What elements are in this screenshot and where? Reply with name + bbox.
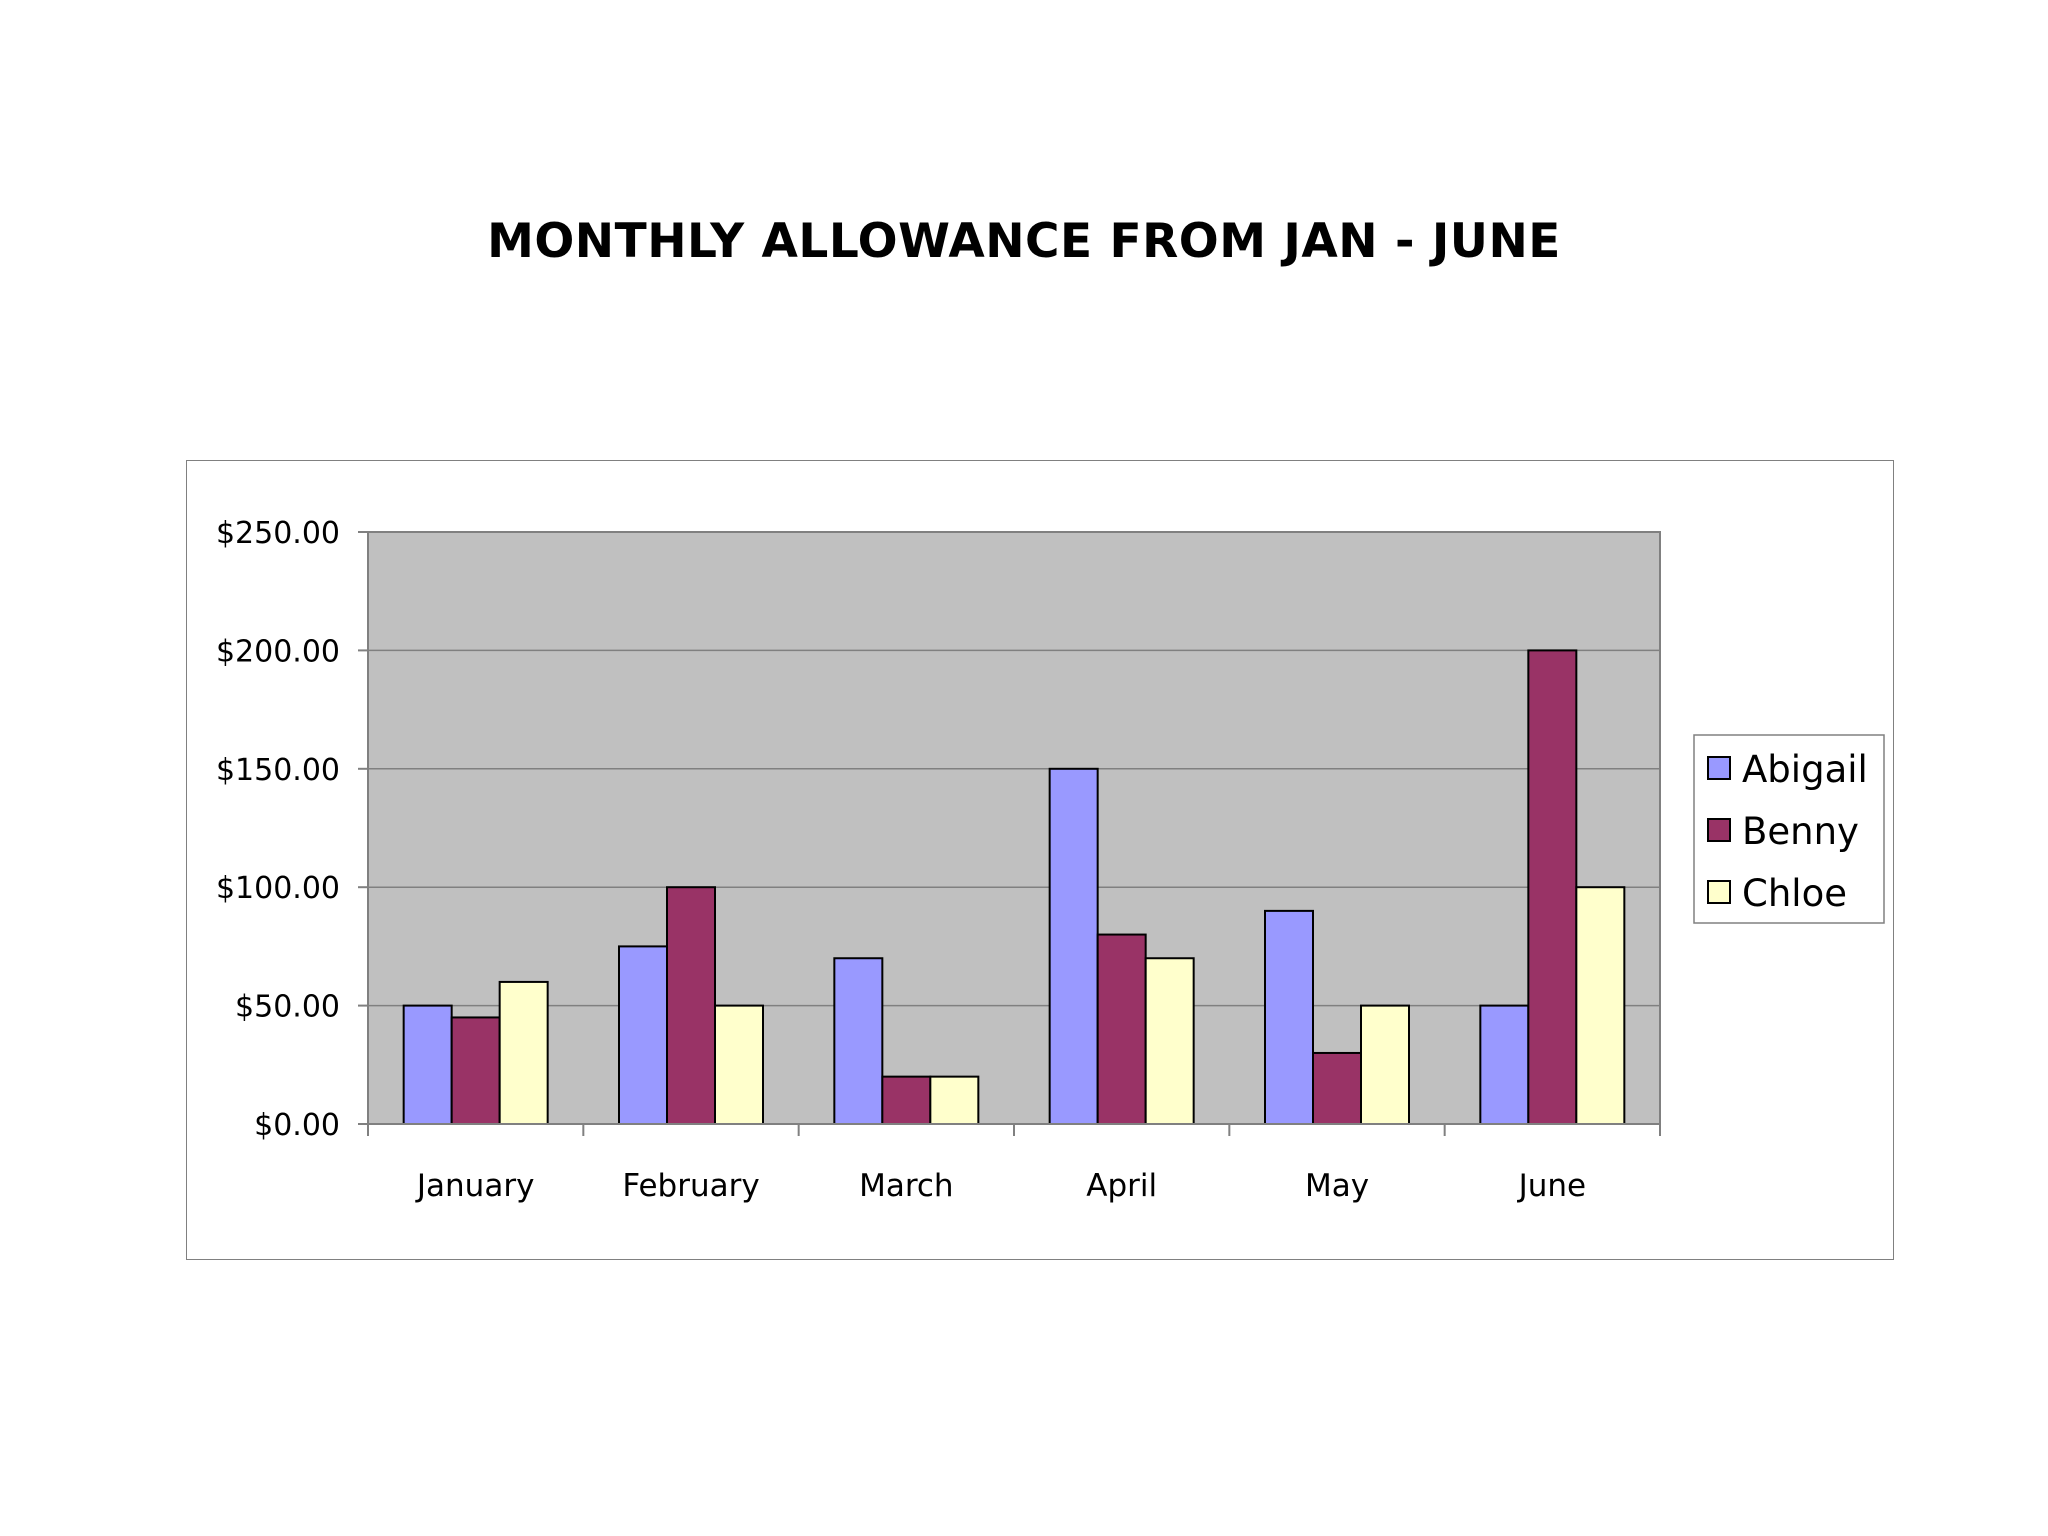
x-category-label: June <box>1517 1168 1587 1204</box>
x-axis-category-labels: January February March April May June <box>415 1168 1586 1204</box>
bar-chloe-april <box>1144 957 1195 1125</box>
x-category-label: February <box>622 1168 759 1204</box>
bar-abigail-april <box>1048 767 1099 1125</box>
legend-label-abigail: Abigail <box>1742 748 1868 791</box>
bar-benny-june <box>1527 649 1578 1126</box>
legend-swatch-abigail <box>1707 756 1731 780</box>
legend: Abigail Benny Chloe <box>1693 734 1885 924</box>
y-axis-tick-labels: $0.00 $50.00 $100.00 $150.00 $200.00 $250.00 <box>216 516 340 1143</box>
legend-label-chloe: Chloe <box>1742 872 1847 915</box>
x-category-label: January <box>415 1168 535 1204</box>
bars <box>402 649 1626 1126</box>
legend-swatch-benny <box>1707 818 1731 842</box>
bar-abigail-june <box>1479 1004 1530 1125</box>
y-tick-label: $200.00 <box>216 634 340 669</box>
axes <box>358 531 1661 1136</box>
x-category-label: May <box>1305 1168 1369 1204</box>
bar-chloe-march <box>929 1075 980 1126</box>
bar-chloe-june <box>1575 886 1626 1126</box>
chart-title: MONTHLY ALLOWANCE FROM JAN - JUNE <box>487 214 1561 269</box>
y-tick-label: $50.00 <box>235 990 340 1025</box>
x-category-label: March <box>859 1168 954 1204</box>
bar-chloe-may <box>1360 1004 1410 1125</box>
bar-benny-march <box>881 1075 932 1126</box>
gridlines <box>368 531 1660 1007</box>
legend-swatch-chloe <box>1707 880 1731 904</box>
bar-abigail-may <box>1264 909 1314 1125</box>
bar-chloe-february <box>714 1004 764 1125</box>
y-tick-label: $250.00 <box>216 516 340 551</box>
y-tick-label: $0.00 <box>254 1108 340 1143</box>
bar-chloe-january <box>498 980 549 1125</box>
plot-area-background <box>367 531 1661 1125</box>
legend-label-benny: Benny <box>1742 810 1859 853</box>
x-category-label: April <box>1086 1168 1157 1204</box>
y-tick-label: $100.00 <box>216 871 340 906</box>
bar-abigail-february <box>618 945 668 1126</box>
bar-benny-may <box>1312 1051 1362 1125</box>
y-tick-label: $150.00 <box>216 753 340 788</box>
bar-abigail-march <box>833 957 884 1125</box>
bar-benny-february <box>666 886 716 1126</box>
bar-benny-january <box>450 1016 501 1125</box>
bar-benny-april <box>1096 933 1147 1125</box>
bar-abigail-january <box>402 1004 453 1125</box>
